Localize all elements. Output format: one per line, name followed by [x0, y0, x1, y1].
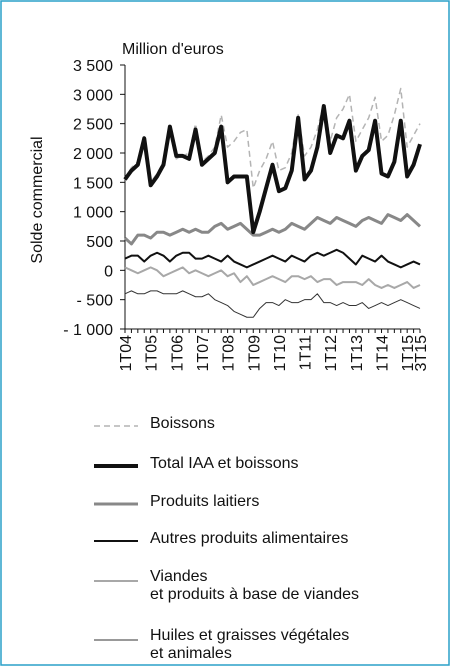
x-tick-label: 1T12	[323, 335, 340, 372]
x-tick-label: 1T14	[375, 335, 392, 372]
y-tick-label: 2 500	[73, 117, 113, 134]
legend-swatch	[94, 540, 138, 542]
series-line	[124, 248, 421, 269]
y-tick-label: 500	[86, 234, 113, 251]
legend-swatch	[94, 580, 138, 582]
unit-label: Million d'euros	[122, 41, 224, 58]
legend-swatch	[94, 639, 138, 641]
y-tick-label: 1 500	[73, 175, 113, 192]
y-tick-label: 3 500	[73, 58, 113, 75]
y-tick-label: 1 000	[73, 205, 113, 222]
x-tick-label: 1T07	[195, 335, 212, 372]
y-tick-label: - 1 000	[63, 322, 113, 339]
series-line	[123, 213, 422, 246]
y-tick-label: 2 000	[73, 146, 113, 163]
legend-label: Huiles et graisses végétales et animales	[150, 627, 350, 662]
x-tick-label: 1T09	[246, 335, 263, 372]
y-tick-label: 0	[104, 263, 113, 280]
legend-label: Autres produits alimentaires	[150, 530, 349, 547]
y-axis-label: Solde commercial	[29, 136, 46, 263]
y-tick-label: 3 000	[73, 87, 113, 104]
y-tick-label: - 500	[77, 293, 114, 310]
legend-label: Viandes et produits à base de viandes	[150, 568, 360, 603]
legend-swatch	[94, 425, 138, 427]
series-line	[123, 104, 422, 235]
x-tick-label: 1T15	[400, 335, 417, 372]
series-line	[124, 266, 421, 289]
legend-label: Produits laitiers	[150, 493, 260, 510]
x-tick-label: 3T15	[413, 335, 430, 372]
x-tick-label: 1T05	[144, 335, 161, 372]
series-line	[124, 290, 421, 318]
x-tick-label: 1T06	[169, 335, 186, 372]
x-tick-label: 1T13	[349, 335, 366, 372]
x-tick-label: 1T10	[272, 335, 289, 372]
legend-swatch	[94, 464, 138, 468]
legend-label: Total IAA et boissons	[150, 455, 299, 472]
x-tick-label: 1T08	[221, 335, 238, 372]
legend-label: Boissons	[150, 415, 215, 432]
x-tick-label: 1T04	[118, 335, 135, 372]
x-tick-label: 1T11	[298, 335, 315, 370]
legend-swatch	[94, 502, 138, 506]
